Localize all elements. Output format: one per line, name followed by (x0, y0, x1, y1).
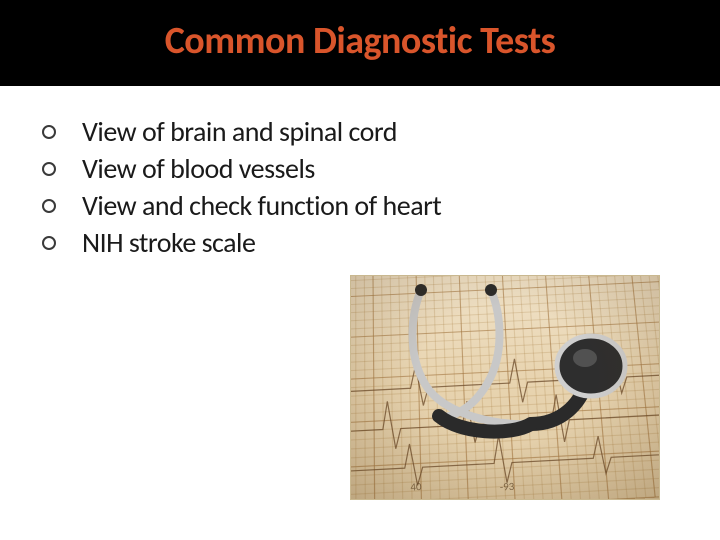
bullet-circle-icon (42, 199, 56, 213)
slide-title: Common Diagnostic Tests (0, 18, 720, 64)
bullet-list: View of brain and spinal cord View of bl… (42, 114, 720, 260)
content-area: View of brain and spinal cord View of bl… (0, 86, 720, 260)
list-item: View of blood vessels (42, 151, 720, 186)
bullet-circle-icon (42, 125, 56, 139)
list-item: View of brain and spinal cord (42, 114, 720, 149)
list-item: View and check function of heart (42, 188, 720, 223)
bullet-text: View of brain and spinal cord (82, 114, 397, 149)
bullet-circle-icon (42, 162, 56, 176)
list-item: NIH stroke scale (42, 225, 720, 260)
title-bar: Common Diagnostic Tests (0, 0, 720, 86)
illustration-stethoscope-ecg: 40 -93 (350, 275, 660, 500)
bullet-text: View of blood vessels (82, 151, 315, 186)
bullet-text: NIH stroke scale (82, 225, 255, 260)
stethoscope-icon (381, 284, 641, 484)
bullet-text: View and check function of heart (82, 188, 441, 223)
bullet-circle-icon (42, 236, 56, 250)
